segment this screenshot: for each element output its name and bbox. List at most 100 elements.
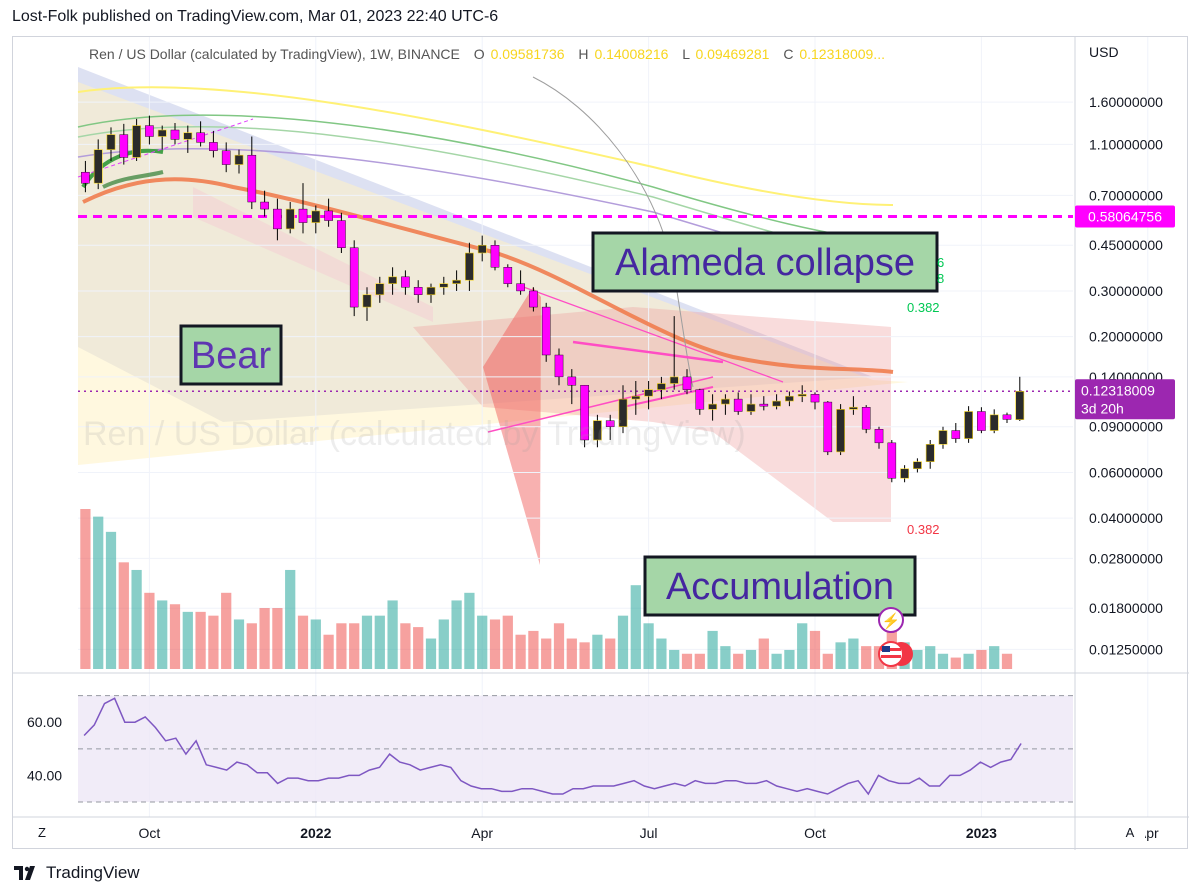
- volume-bar: [771, 653, 782, 669]
- candle: [631, 380, 641, 415]
- candles: [81, 115, 1025, 483]
- alameda-annotation: Alameda collapse: [591, 231, 939, 293]
- a-button[interactable]: A: [1115, 820, 1145, 844]
- volume-bar: [489, 619, 501, 669]
- volume-bar: [592, 634, 603, 669]
- fib-label-side-bottom: 8: [937, 271, 944, 286]
- price-tick-label: 0.20000000: [1089, 329, 1163, 345]
- candle: [529, 287, 538, 312]
- close-value: 0.12318009...: [799, 46, 885, 62]
- volume-bar: [976, 649, 987, 669]
- volume-bar: [566, 638, 577, 669]
- volume-bar: [745, 649, 757, 669]
- volume-bar: [221, 592, 232, 669]
- candle: [285, 202, 295, 234]
- symbol-bar[interactable]: Ren / US Dollar (calculated by TradingVi…: [89, 46, 885, 62]
- us-flag-event-icon[interactable]: [878, 641, 913, 667]
- volume-bar: [784, 649, 795, 669]
- volume-bar: [656, 638, 667, 669]
- fib-label-bottom: 0.382: [907, 522, 940, 537]
- candle: [81, 160, 90, 193]
- candle: [746, 394, 756, 415]
- footer-brand: TradingView: [46, 863, 140, 882]
- candle: [426, 283, 436, 303]
- candle: [196, 121, 205, 147]
- candle: [733, 392, 743, 415]
- volume-bar: [617, 615, 629, 669]
- open-value: 0.09581736: [491, 46, 565, 62]
- chart-frame[interactable]: Ren / US Dollar (calculated by TradingVi…: [12, 36, 1189, 850]
- price-tick-label: 1.10000000: [1089, 136, 1163, 152]
- volume-bar: [553, 623, 565, 669]
- candle: [874, 426, 884, 449]
- candle: [887, 439, 897, 483]
- volume-bar: [605, 638, 616, 669]
- time-tick-label: Oct: [139, 825, 161, 841]
- candle: [836, 404, 845, 456]
- symbol-title: Ren / US Dollar (calculated by TradingVi…: [89, 46, 460, 62]
- z-button[interactable]: Z: [27, 820, 57, 844]
- candle: [1002, 412, 1012, 424]
- candle: [516, 270, 525, 295]
- candle: [388, 267, 397, 295]
- rsi-pane[interactable]: 60.00 40.00: [27, 695, 1073, 803]
- price-axis[interactable]: USD 1.60000000 1.10000000 0.70000000 0.4500…: [1074, 37, 1175, 850]
- candle: [170, 123, 180, 145]
- current-price-badge: 0.12318009 3d 20h: [1075, 379, 1175, 420]
- candle: [221, 142, 231, 173]
- volume-bar: [579, 642, 590, 669]
- candle: [849, 396, 858, 415]
- candle: [785, 391, 794, 407]
- candle: [234, 149, 244, 174]
- volume-bar: [669, 649, 680, 669]
- volume-bar: [912, 649, 923, 669]
- volume-bar: [464, 592, 475, 669]
- volume-bar: [950, 657, 961, 669]
- price-tick-label: 0.30000000: [1089, 283, 1163, 299]
- candle: [989, 409, 999, 434]
- price-tick-label: 0.02800000: [1089, 550, 1163, 566]
- candle: [541, 302, 551, 362]
- candle: [260, 190, 269, 217]
- rsi-line: [83, 697, 1022, 796]
- candle: [593, 414, 602, 448]
- price-tick-label: 0.04000000: [1089, 510, 1163, 526]
- rsi-tick-label: 60.00: [27, 714, 62, 730]
- candle: [605, 414, 615, 440]
- volume-bar: [387, 600, 398, 669]
- low-value: 0.09469281: [695, 46, 769, 62]
- chart-canvas[interactable]: Ren / US Dollar (calculated by TradingVi…: [13, 37, 1189, 850]
- candle: [925, 439, 935, 469]
- volume-bar: [233, 619, 245, 669]
- time-tick-label: Apr: [471, 825, 493, 841]
- time-tick-label: 2023: [966, 825, 997, 841]
- lightning-event-icon[interactable]: ⚡: [878, 607, 904, 633]
- currency-label: USD: [1089, 44, 1119, 60]
- candle: [861, 405, 871, 434]
- candle: [183, 125, 193, 153]
- tradingview-logo-icon: [14, 866, 35, 880]
- volume-bar: [336, 623, 347, 669]
- price-tick-label: 1.60000000: [1089, 94, 1163, 110]
- volume-bar: [118, 562, 129, 669]
- volume-bar: [169, 604, 181, 669]
- candle: [413, 280, 423, 303]
- svg-text:3d 20h: 3d 20h: [1081, 400, 1124, 416]
- volume-bar: [963, 653, 974, 669]
- svg-text:A: A: [1126, 825, 1135, 840]
- volume-bar: [323, 634, 334, 669]
- volume-bar: [208, 615, 219, 669]
- candle: [913, 458, 922, 473]
- time-axis[interactable]: Oct 2022 Apr Jul Oct 2023 Apr: [139, 825, 1160, 841]
- volume-bar: [413, 627, 424, 669]
- svg-text:Alameda collapse: Alameda collapse: [615, 242, 915, 284]
- candle: [452, 270, 461, 291]
- volume-bar: [835, 642, 846, 669]
- volume-bar: [861, 646, 872, 669]
- volume-bar: [195, 611, 206, 669]
- price-tick-label: 0.01800000: [1089, 600, 1163, 616]
- volume-bar: [477, 615, 488, 669]
- volume-bar: [400, 623, 411, 669]
- volume-bar: [182, 611, 193, 669]
- volume-bar: [809, 630, 821, 669]
